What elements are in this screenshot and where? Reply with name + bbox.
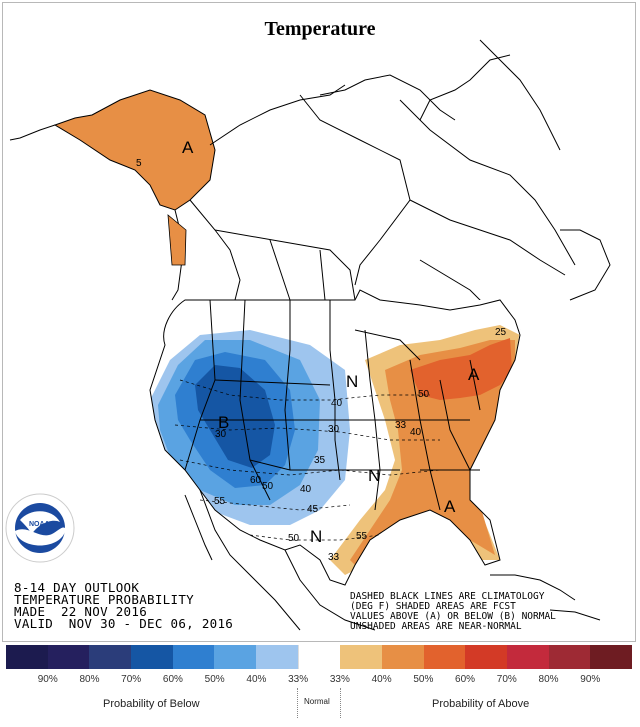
legend-label: 40% [246,674,267,685]
contour-label-55a: 55 [214,496,226,507]
contour-label-30b: 30 [215,429,227,440]
canada-outline [189,39,611,331]
legend-label: 33% [288,674,309,685]
noaa-logo-text: NOAA [29,521,50,528]
contour-label-50a: 50 [262,481,274,492]
legend-swatch [507,645,549,669]
contour-label-50c: 50 [418,389,430,400]
contour-label-50b: 50 [288,533,300,544]
legend-swatch [590,645,633,669]
legend-swatch [382,645,424,669]
legend-swatch [256,645,298,669]
legend-swatch [297,645,341,669]
legend-divider-left [297,688,298,718]
legend-label: 33% [329,674,350,685]
map-label-a-alaska: A [182,138,194,157]
legend-caption-normal: Normal [304,697,330,706]
legend-swatch [548,645,591,669]
outlook-line-2: TEMPERATURE PROBABILITY [14,592,194,607]
contour-label-33: 33 [395,420,407,431]
contour-label-45: 45 [307,504,319,515]
contour-label-33b: 33 [328,552,340,563]
map-label-n-south: N [310,527,322,546]
figure-frame [2,2,636,642]
legend-label: 70% [121,674,142,685]
mexico-outline [184,489,601,631]
legend-label: 90% [580,674,601,685]
noaa-logo: NOAA [5,493,75,563]
contour-label-40a: 40 [331,398,343,409]
legend-swatch [465,645,508,669]
legend-color-bar [6,645,633,669]
above-60-region [410,338,512,400]
contour-label-5: 5 [136,158,142,169]
legend-caption-above: Probability of Above [432,698,530,710]
map-title: Temperature [264,18,376,40]
legend-swatch [214,645,257,669]
contour-label-30a: 30 [328,424,340,435]
note-line-3: VALUES ABOVE (A) OR BELOW (B) NORMAL [350,611,556,622]
contour-label-55b: 55 [356,531,368,542]
legend-label: 50% [204,674,225,685]
legend-label: 50% [413,674,434,685]
map-note: DASHED BLACK LINES ARE CLIMATOLOGY (DEG … [350,592,556,632]
map-label-b-west: B [218,413,229,432]
contour-label-40b: 40 [300,484,312,495]
contour-label-25: 25 [495,327,507,338]
outlook-line-3: MADE 22 NOV 2016 [14,604,148,619]
above-50-region [350,340,515,565]
legend-swatch [423,645,466,669]
legend-swatch [89,645,132,669]
legend-label: 40% [371,674,392,685]
legend-label: 60% [455,674,476,685]
legend-divider-right [340,688,341,718]
legend-label: 60% [162,674,183,685]
outlook-line-4: VALID NOV 30 - DEC 06, 2016 [14,616,234,631]
contour-label-35: 35 [314,455,326,466]
note-line-4: UNSHADED AREAS ARE NEAR-NORMAL [350,621,522,632]
legend-label: 90% [37,674,58,685]
legend-caption-below: Probability of Below [103,698,200,710]
contour-label-60: 60 [250,475,262,486]
us-outline [149,289,521,586]
legend-swatch [340,645,383,669]
map-label-a-southeast: A [444,497,456,516]
climatology-contours [174,379,441,541]
outlook-info: 8-14 DAY OUTLOOK TEMPERATURE PROBABILITY… [14,580,234,631]
alaska-region [9,89,216,301]
outlook-map: A A A B N N N 5 40 30 35 40 45 50 55 50 … [5,39,611,631]
legend-swatch [131,645,173,669]
map-label-n-central: N [368,466,380,485]
note-line-1: DASHED BLACK LINES ARE CLIMATOLOGY [350,591,545,602]
legend-swatch [47,645,90,669]
legend-label: 80% [79,674,100,685]
legend-swatch [172,645,215,669]
outlook-line-1: 8-14 DAY OUTLOOK [14,580,140,595]
legend-labels: 90% 80% 70% 60% 50% 40% 33% 33% 40% 50% 60% 70% 80% 9… [6,674,632,688]
legend-label: 70% [496,674,517,685]
map-label-n-north: N [346,372,358,391]
note-line-2: (DEG F) SHADED AREAS ARE FCST [350,601,516,612]
legend-label: 80% [538,674,559,685]
legend-swatch [6,645,48,669]
contour-label-40c: 40 [410,427,422,438]
map-label-a-east: A [468,365,480,384]
